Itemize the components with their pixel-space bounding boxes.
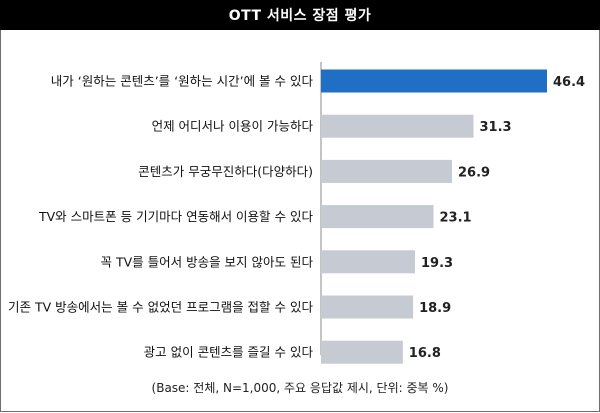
chart-title: OTT 서비스 장점 평가 — [0, 0, 600, 30]
value-label-7: 16.8 — [409, 346, 441, 361]
bar-3 — [321, 159, 452, 183]
bar-2 — [321, 114, 474, 138]
bar-7 — [321, 340, 403, 364]
bar-5 — [321, 250, 415, 274]
category-label-5: 꼭 TV를 틀어서 방송을 보지 않아도 된다 — [100, 254, 313, 269]
category-label-3: 콘텐츠가 무궁무진하다(다양하다) — [138, 164, 313, 179]
category-label-1: 내가 ‘원하는 콘텐츠’를 ‘원하는 시간’에 볼 수 있다 — [51, 74, 314, 89]
category-label-6: 기존 TV 방송에서는 볼 수 없었던 프로그램을 접할 수 있다 — [8, 300, 313, 315]
base-note: (Base: 전체, N=1,000, 주요 응답값 제시, 단위: 중복 %) — [151, 381, 449, 395]
bar-6 — [321, 295, 414, 319]
value-label-6: 18.9 — [419, 301, 451, 316]
value-label-3: 26.9 — [458, 165, 490, 180]
bar-4 — [321, 205, 434, 229]
bar-1 — [321, 69, 547, 93]
category-label-4: TV와 스마트폰 등 기기마다 연동해서 이용할 수 있다 — [38, 209, 314, 224]
value-label-4: 23.1 — [440, 211, 472, 226]
category-label-7: 광고 없이 콘텐츠를 즐길 수 있다 — [144, 345, 314, 360]
value-label-1: 46.4 — [553, 75, 585, 90]
value-label-5: 19.3 — [421, 256, 453, 271]
value-label-2: 31.3 — [480, 120, 512, 135]
category-label-2: 언제 어디서나 이용이 가능하다 — [152, 119, 314, 134]
